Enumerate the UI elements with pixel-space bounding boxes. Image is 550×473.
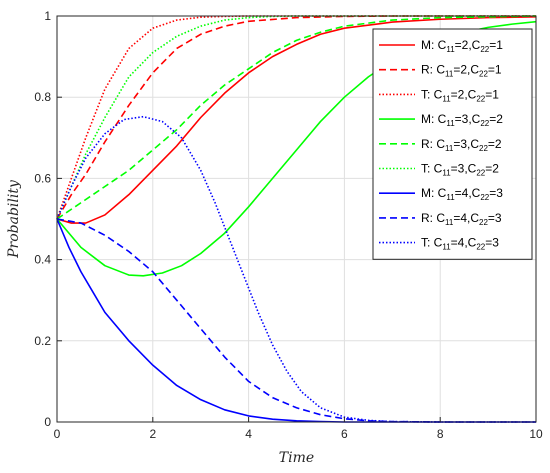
legend-entry: R: C11=3,C22=2 <box>421 137 502 153</box>
x-tick-label: 6 <box>341 427 348 441</box>
series-line-8 <box>56 218 536 423</box>
legend-entry: M: C11=2,C22=1 <box>421 38 503 54</box>
legend-entry: T: C11=2,C22=1 <box>421 87 499 103</box>
legend-entry: R: C11=4,C22=3 <box>421 211 502 227</box>
series-line-3 <box>56 15 536 220</box>
x-tick-label: 10 <box>529 427 543 441</box>
y-tick-label: 1 <box>44 9 51 23</box>
legend-entry: T: C11=3,C22=2 <box>421 162 499 178</box>
axis-ticks: 0 2 4 6 8 10 0 0.2 0.4 0.6 0.8 1 <box>34 9 543 441</box>
x-tick-label: 0 <box>54 427 61 441</box>
y-tick-label: 0.4 <box>34 253 51 267</box>
legend-entry: R: C11=2,C22=1 <box>421 63 502 79</box>
y-tick-label: 0 <box>44 415 51 429</box>
legend: M: C11=2,C22=1 R: C11=2,C22=1 T: C11=2,C22… <box>372 28 533 260</box>
series-line-2 <box>56 15 536 220</box>
x-tick-label: 8 <box>437 427 444 441</box>
legend-entry: M: C11=4,C22=3 <box>421 186 503 202</box>
series-line-5 <box>56 15 537 220</box>
y-tick-label: 0.8 <box>34 90 51 104</box>
y-tick-label: 0.6 <box>34 171 51 185</box>
legend-entry: M: C11=3,C22=2 <box>421 112 503 128</box>
plot-frame <box>56 15 537 423</box>
y-tick-label: 0.2 <box>34 334 51 348</box>
x-tick-label: 2 <box>149 427 156 441</box>
legend-entry: T: C11=4,C22=3 <box>421 236 499 252</box>
series-line-1 <box>56 16 537 224</box>
legend-box <box>372 28 533 260</box>
y-axis-label: Probability <box>6 179 22 259</box>
series-line-9 <box>56 115 536 423</box>
x-tick-label: 4 <box>245 427 252 441</box>
x-axis-label: Time <box>279 450 314 466</box>
